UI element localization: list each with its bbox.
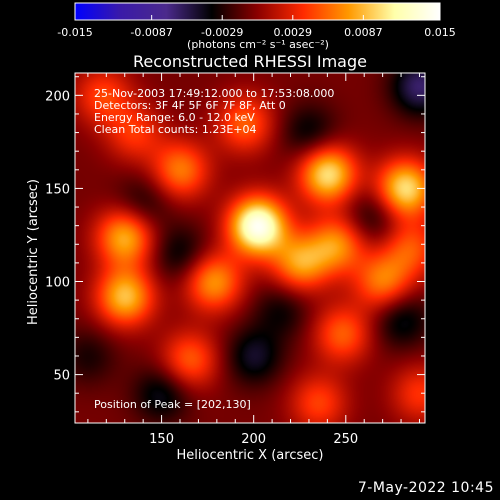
colorbar-tick-label: -0.0087 bbox=[130, 26, 172, 39]
plot-frame bbox=[74, 72, 426, 424]
annotation-line: Energy Range: 6.0 - 12.0 keV bbox=[94, 111, 255, 124]
y-axis-tick-label: 200 bbox=[45, 89, 70, 104]
colorbar-tick-label: -0.015 bbox=[57, 26, 92, 39]
y-axis-label: Heliocentric Y (arcsec) bbox=[26, 179, 41, 325]
x-axis-label: Heliocentric X (arcsec) bbox=[177, 448, 324, 463]
annotation-line: Detectors: 3F 4F 5F 6F 7F 8F, Att 0 bbox=[94, 99, 286, 112]
heatmap-image-container bbox=[75, 73, 425, 423]
colorbar-ticks: -0.015 -0.0087 -0.0029 0.0029 0.0087 0.015 bbox=[57, 15, 456, 39]
colorbar-tick-label: -0.0029 bbox=[201, 26, 243, 39]
heatmap-canvas bbox=[75, 73, 425, 423]
y-axis-tick-label: 100 bbox=[45, 276, 70, 291]
colorbar-strip bbox=[74, 2, 441, 21]
x-axis-tick-label: 200 bbox=[241, 432, 266, 447]
colorbar-tick-label: 0.0029 bbox=[274, 26, 313, 39]
x-axis-tick-label: 150 bbox=[149, 432, 174, 447]
heatmap-plot: 150 200 250 50 100 150 200 bbox=[45, 72, 426, 447]
x-axis-tick-label: 250 bbox=[333, 432, 358, 447]
y-axis-tick-label: 150 bbox=[45, 182, 70, 197]
chart-title: Reconstructed RHESSI Image bbox=[133, 52, 367, 71]
annotation-line: 25-Nov-2003 17:49:12.000 to 17:53:08.000 bbox=[94, 87, 334, 100]
footer-timestamp: 7-May-2022 10:45 bbox=[357, 480, 494, 496]
y-axis-tick-label: 50 bbox=[53, 369, 70, 384]
colorbar-unit-label: (photons cm⁻² s⁻¹ asec⁻²) bbox=[187, 38, 329, 51]
peak-position-label: Position of Peak = [202,130] bbox=[94, 398, 251, 411]
colorbar: -0.015 -0.0087 -0.0029 0.0029 0.0087 0.015 (p… bbox=[57, 2, 456, 51]
colorbar-tick-label: 0.015 bbox=[424, 26, 456, 39]
axis-ticks: 150 200 250 50 100 150 200 bbox=[45, 73, 425, 447]
colorbar-tick-label: 0.0087 bbox=[344, 26, 383, 39]
observation-annotations: 25-Nov-2003 17:49:12.000 to 17:53:08.000… bbox=[94, 87, 334, 136]
annotation-line: Clean Total counts: 1.23E+04 bbox=[94, 123, 257, 136]
